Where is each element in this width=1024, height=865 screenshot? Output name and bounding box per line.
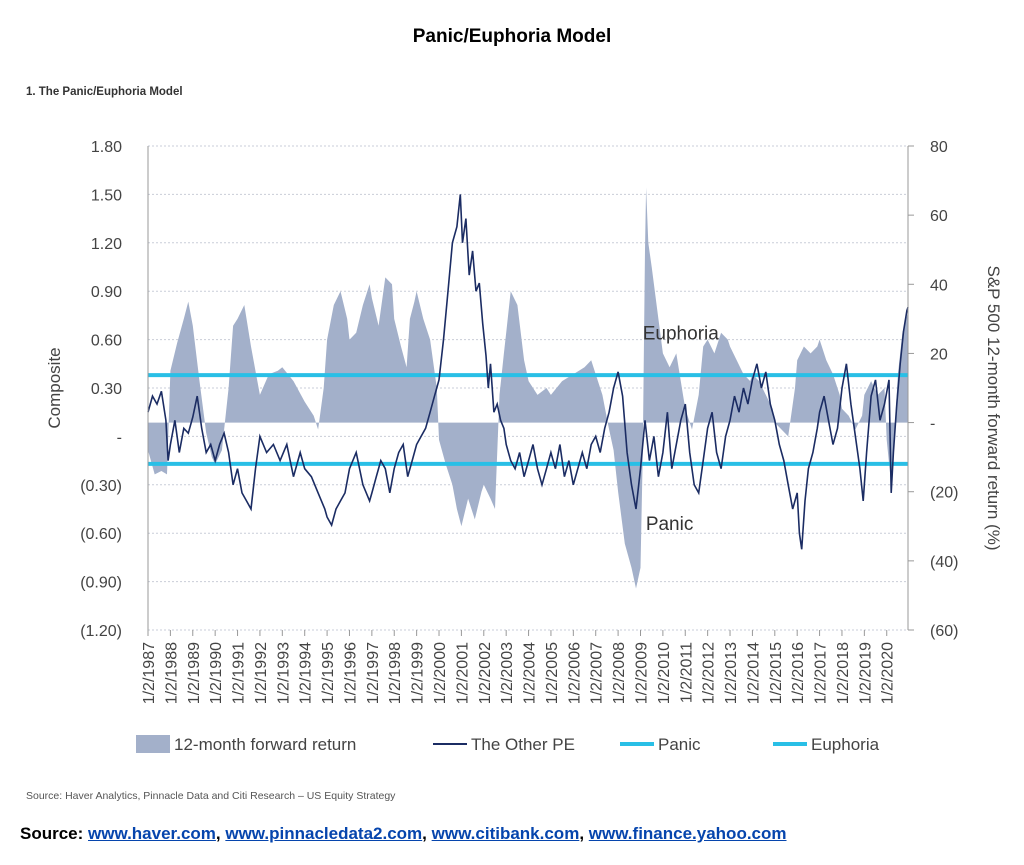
- left-axis-ticks: 1.80 1.50 1.20 0.90 0.60 0.30 - (0.30) (0.60) (0.…: [80, 139, 122, 640]
- legend-label-12-month-forward-return: 12-month forward return: [174, 735, 356, 754]
- x-tick-label: 1/2/2014: [745, 642, 762, 704]
- source-line: Source: www.haver.com, www.pinnacledata2…: [20, 824, 787, 844]
- annotation-panic-label: Panic: [646, 514, 694, 535]
- x-tick-label: 1/2/2002: [477, 642, 494, 704]
- x-tick-label: 1/2/1998: [387, 642, 404, 704]
- x-tick-label: 1/2/2006: [566, 642, 583, 704]
- x-tick-label: 1/2/2020: [880, 642, 897, 704]
- x-tick-label: 1/2/1997: [365, 642, 382, 704]
- right-tick-label: (40): [930, 554, 958, 571]
- forward-return-area: [148, 187, 908, 589]
- source-label: Source:: [20, 824, 84, 843]
- x-tick-label: 1/2/1995: [320, 642, 337, 704]
- right-axis-ticks: 80 60 40 20 - (20) (40) (60): [908, 139, 958, 640]
- x-tick-label: 1/2/2004: [522, 642, 539, 704]
- source-link-citibank[interactable]: www.citibank.com: [431, 824, 580, 843]
- left-tick-label: -: [117, 429, 122, 446]
- left-tick-label: 0.90: [91, 284, 122, 301]
- legend-label-panic: Panic: [658, 735, 701, 754]
- x-tick-label: 1/2/1992: [253, 642, 270, 704]
- x-tick-label: 1/2/2003: [499, 642, 516, 704]
- right-tick-label: 60: [930, 208, 948, 225]
- left-tick-label: 1.50: [91, 187, 122, 204]
- figure-source-note: Source: Haver Analytics, Pinnacle Data a…: [26, 790, 396, 802]
- source-separator: ,: [422, 824, 432, 843]
- source-separator: ,: [579, 824, 589, 843]
- legend-swatch-12-month-forward-return: [136, 735, 170, 753]
- axes: [147, 146, 909, 630]
- x-tick-label: 1/2/1993: [275, 642, 292, 704]
- x-tick-label: 1/2/2001: [454, 642, 471, 704]
- left-tick-label: 0.60: [91, 333, 122, 350]
- source-link-haver[interactable]: www.haver.com: [88, 824, 216, 843]
- x-tick-label: 1/2/2013: [723, 642, 740, 704]
- left-tick-label: (1.20): [80, 623, 122, 640]
- other-pe-line: [147, 194, 909, 550]
- left-tick-label: (0.90): [80, 575, 122, 592]
- x-tick-label: 1/2/2005: [544, 642, 561, 704]
- x-tick-label: 1/2/2011: [678, 642, 695, 703]
- x-tick-label: 1/2/1996: [342, 642, 359, 704]
- left-tick-label: 1.20: [91, 236, 122, 253]
- annotations: Euphoria Panic: [643, 324, 719, 535]
- right-tick-label: 40: [930, 277, 948, 294]
- x-tick-label: 1/2/2012: [701, 642, 718, 704]
- x-tick-label: 1/2/1990: [208, 642, 225, 704]
- x-tick-label: 1/2/2017: [813, 642, 830, 704]
- legend-label-the-other-pe: The Other PE: [471, 735, 575, 754]
- panic-euphoria-chart: 1.80 1.50 1.20 0.90 0.60 0.30 - (0.30) (0.60) (0.…: [45, 139, 1003, 754]
- x-tick-label: 1/2/1999: [410, 642, 427, 704]
- x-tick-label: 1/2/2008: [611, 642, 628, 704]
- x-tick-label: 1/2/1994: [298, 642, 315, 704]
- figure-subtitle: 1. The Panic/Euphoria Model: [26, 86, 183, 98]
- x-tick-label: 1/2/2018: [835, 642, 852, 704]
- right-tick-label: (20): [930, 485, 958, 502]
- source-link-yahoo[interactable]: www.finance.yahoo.com: [588, 824, 787, 843]
- left-tick-label: 1.80: [91, 139, 122, 156]
- x-tick-label: 1/2/1988: [163, 642, 180, 704]
- x-tick-label: 1/2/2016: [790, 642, 807, 704]
- left-tick-label: (0.30): [80, 478, 122, 495]
- x-tick-label: 1/2/1991: [231, 642, 248, 704]
- grid-lines: [148, 145, 908, 631]
- right-tick-label: 20: [930, 346, 948, 363]
- x-tick-label: 1/2/1987: [141, 642, 158, 704]
- left-axis-title: Composite: [45, 347, 64, 428]
- x-tick-label: 1/2/2007: [589, 642, 606, 704]
- x-tick-label: 1/2/2019: [857, 642, 874, 704]
- annotation-euphoria-label: Euphoria: [643, 324, 719, 345]
- x-tick-label: 1/2/2010: [656, 642, 673, 704]
- x-tick-label: 1/2/2009: [633, 642, 650, 704]
- right-tick-label: (60): [930, 623, 958, 640]
- x-tick-label: 1/2/2015: [768, 642, 785, 704]
- source-separator: ,: [215, 824, 226, 843]
- page-title: Panic/Euphoria Model: [412, 26, 612, 47]
- right-tick-label: -: [930, 416, 935, 433]
- x-axis-ticks: 1/2/1987 1/2/1988 1/2/1989 1/2/1990 1/2/1991…: [141, 630, 897, 704]
- right-tick-label: 80: [930, 139, 948, 156]
- x-tick-label: 1/2/2000: [432, 642, 449, 704]
- right-axis-title: S&P 500 12-month forward return (%): [984, 265, 1003, 550]
- source-link-pinnacle[interactable]: www.pinnacledata2.com: [225, 824, 423, 843]
- left-tick-label: (0.60): [80, 526, 122, 543]
- x-tick-label: 1/2/1989: [186, 642, 203, 704]
- legend: 12-month forward return The Other PE Panic…: [136, 735, 880, 754]
- left-tick-label: 0.30: [91, 381, 122, 398]
- legend-label-euphoria: Euphoria: [811, 735, 880, 754]
